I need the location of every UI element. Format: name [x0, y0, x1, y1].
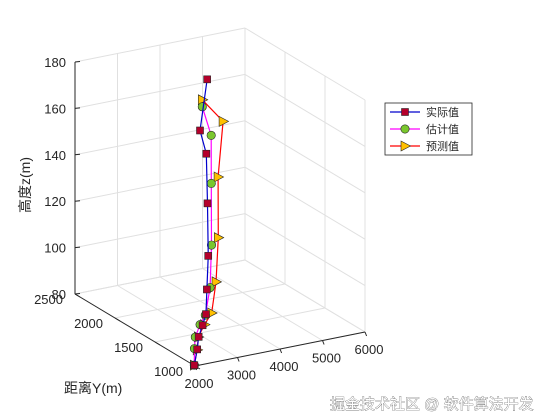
data-point — [196, 126, 204, 135]
y-tick-label: 2000 — [74, 316, 103, 331]
grid-line — [244, 213, 366, 287]
data-point — [190, 361, 199, 369]
data-point — [206, 178, 216, 188]
series-1 — [190, 75, 213, 369]
grid-line — [159, 276, 281, 350]
grid-line — [74, 120, 246, 156]
data-point — [204, 252, 213, 260]
z-tick-mark — [74, 61, 81, 63]
z-axis-label: 高度z(m) — [17, 157, 33, 213]
grid-line — [74, 73, 246, 109]
data-point — [206, 240, 216, 250]
z-tick-mark — [74, 200, 81, 202]
z-tick-mark — [74, 293, 81, 295]
grid-line — [202, 268, 323, 341]
grid-line — [114, 283, 286, 319]
x-tick-mark — [237, 357, 240, 362]
x-tick-mark — [279, 348, 283, 354]
y-axis-label: 距离Y(m) — [64, 380, 122, 396]
y-tick-mark — [154, 341, 161, 346]
y-tick-label: 2500 — [34, 292, 63, 307]
data-point — [198, 321, 207, 330]
data-point — [202, 149, 211, 158]
data-point — [213, 232, 225, 244]
z-tick-mark — [74, 246, 81, 249]
grid-line — [244, 27, 366, 101]
z-tick-label: 140 — [44, 148, 66, 163]
legend-item: 实际值 — [390, 105, 459, 119]
data-point — [213, 171, 225, 183]
z-tick-label: 160 — [44, 101, 66, 116]
watermark-text: 掘金技术社区 @ 软件算法开发 — [330, 395, 534, 413]
data-point — [218, 115, 230, 127]
grid-line — [74, 213, 246, 249]
legend-item: 估计值 — [390, 123, 459, 136]
data-point — [197, 102, 207, 112]
x-tick-mark — [364, 331, 368, 337]
legend-item: 预测值 — [390, 140, 459, 153]
y-tick-mark — [114, 317, 121, 322]
grid-line — [154, 307, 326, 343]
legend-label: 实际值 — [426, 105, 459, 119]
x-tick-mark — [322, 340, 325, 345]
legend-marker — [400, 124, 410, 134]
y-tick-label: 1000 — [154, 364, 183, 379]
data-point — [202, 310, 210, 318]
grid-line — [244, 73, 366, 147]
series-group — [189, 75, 230, 371]
grid-line — [244, 120, 366, 194]
legend-marker — [401, 108, 409, 116]
data-point — [203, 75, 211, 84]
x-tick-label: 6000 — [355, 342, 384, 357]
z-tick-label: 80 — [52, 287, 66, 302]
y-tick-label: 1500 — [114, 340, 143, 355]
data-point — [206, 130, 216, 140]
data-point — [203, 285, 211, 294]
legend-marker — [400, 140, 412, 152]
x-tick-label: 5000 — [312, 351, 341, 366]
y-axis-line — [74, 293, 196, 367]
grid-line — [117, 285, 238, 358]
x-tick-label: 4000 — [270, 359, 299, 374]
data-point — [193, 345, 201, 354]
legend-label: 预测值 — [426, 140, 459, 153]
y-tick-mark — [74, 293, 81, 298]
z-tick-mark — [74, 107, 81, 109]
z-tick-label: 100 — [44, 241, 66, 256]
data-point — [194, 333, 203, 341]
data-point — [203, 199, 212, 208]
data-point — [197, 94, 209, 106]
grid-line — [244, 259, 366, 333]
series-line — [193, 106, 213, 366]
z-tick-mark — [74, 153, 81, 156]
grid-line — [74, 166, 246, 202]
grid-lines — [74, 27, 366, 367]
x-tick-label: 2000 — [185, 376, 214, 391]
grid-line — [74, 27, 246, 63]
data-point — [211, 276, 223, 288]
x-tick-label: 3000 — [227, 368, 256, 383]
grid-line — [244, 166, 366, 240]
axes-box — [74, 61, 368, 371]
legend-label: 估计值 — [426, 123, 459, 136]
z-tick-label: 180 — [44, 55, 66, 70]
z-tick-label: 120 — [44, 194, 66, 209]
